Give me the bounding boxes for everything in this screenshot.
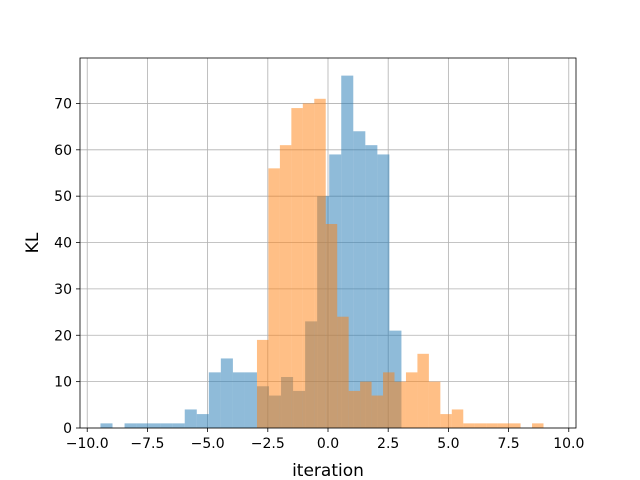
histogram-bar <box>532 423 544 428</box>
x-tick-label: 0.0 <box>317 436 339 452</box>
histogram-bar <box>184 409 197 428</box>
histogram-bar <box>486 423 498 428</box>
histogram-bar <box>348 390 361 428</box>
histogram-bar <box>314 98 326 428</box>
histogram-bar <box>232 372 245 428</box>
x-tick-label: 7.5 <box>497 436 519 452</box>
histogram-bar <box>428 381 441 428</box>
y-tick-label: 0 <box>63 421 72 437</box>
x-tick-label: 5.0 <box>437 436 459 452</box>
histogram-bar <box>268 168 280 428</box>
y-tick-label: 70 <box>54 96 72 112</box>
plot-frame <box>79 57 577 429</box>
histogram-bar <box>451 409 464 428</box>
y-tick-label: 10 <box>54 375 72 391</box>
x-axis-ticks: −10.0 −7.5 −5.0 −2.5 0.0 2.5 5.0 7.5 10.0 <box>66 428 584 452</box>
histogram-bar <box>100 423 113 428</box>
bars <box>100 75 544 429</box>
histogram-bar <box>136 423 149 428</box>
histogram-bar <box>291 108 303 428</box>
histogram-bar <box>474 423 487 428</box>
histogram-bar <box>394 381 406 428</box>
histogram-bar <box>509 423 521 428</box>
histogram-bar <box>383 372 395 428</box>
histogram-bar <box>371 395 384 428</box>
histogram-bar <box>417 353 429 428</box>
histogram-bar <box>148 423 161 428</box>
histogram-bar <box>353 131 366 428</box>
histogram-bar <box>220 358 233 428</box>
y-axis-ticks: 0 10 20 30 40 50 60 70 <box>54 96 80 437</box>
histogram-bar <box>196 414 209 428</box>
histogram-bar <box>302 103 315 428</box>
y-tick-label: 30 <box>54 282 72 298</box>
histogram-bar <box>244 372 257 428</box>
y-tick-label: 60 <box>54 143 72 159</box>
histogram-bar <box>279 145 292 429</box>
histogram-bar <box>160 423 173 428</box>
histogram-bar <box>360 381 372 428</box>
histogram-bar <box>405 372 418 428</box>
x-tick-label: −10.0 <box>66 436 109 452</box>
x-tick-label: 10.0 <box>553 436 584 452</box>
histogram-bar <box>365 145 378 429</box>
y-tick-label: 40 <box>54 236 72 252</box>
x-tick-label: 2.5 <box>377 436 399 452</box>
y-tick-label: 50 <box>54 189 72 205</box>
histogram-bar <box>463 423 475 428</box>
histogram-bar <box>256 339 269 428</box>
histogram-bar <box>497 423 510 428</box>
histogram-bar <box>208 372 221 428</box>
x-tick-label: −5.0 <box>191 436 225 452</box>
y-axis-label: KL <box>23 232 43 253</box>
histogram-bar <box>124 423 137 428</box>
histogram-bar <box>337 316 349 428</box>
x-tick-label: −2.5 <box>251 436 285 452</box>
histogram-bar <box>440 414 452 428</box>
histogram-bar <box>377 154 390 428</box>
y-tick-label: 20 <box>54 328 72 344</box>
histogram-bar <box>325 223 338 428</box>
x-tick-label: −7.5 <box>130 436 164 452</box>
x-axis-label: iteration <box>292 461 364 480</box>
histogram-bar <box>172 423 185 428</box>
